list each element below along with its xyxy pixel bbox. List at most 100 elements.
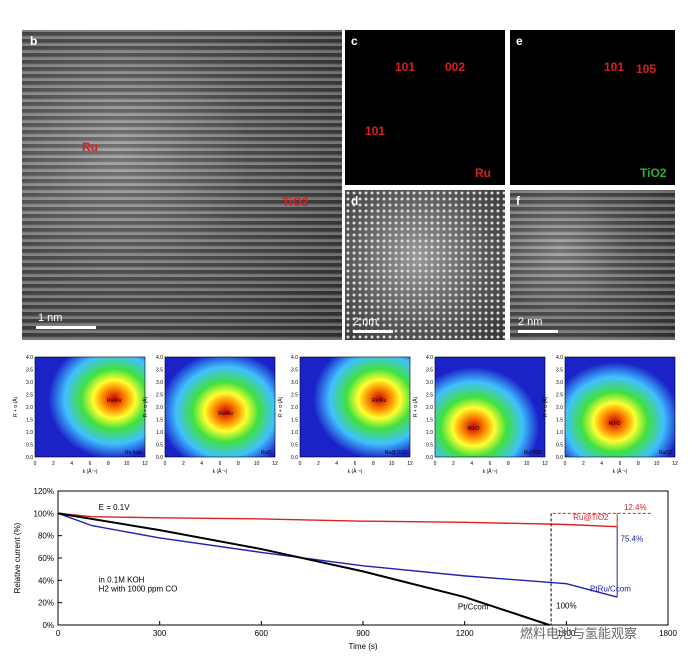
panel-f-tem: f 2 nm: [510, 190, 675, 340]
fft-spot-5: 105: [636, 62, 657, 76]
wt-peak-label: Ru-O: [468, 426, 480, 432]
y-tick-label: 60%: [38, 554, 54, 563]
panel-b-scale-text: 1 nm: [38, 312, 63, 324]
wt-frame: [34, 356, 146, 458]
wt-panel: Ru-Ru Ru@TiO2 0.0 0.5 1.0 1.5 2.0 2.5 3.0 3.5 4.0 0…: [277, 355, 413, 475]
wt-x-tick: 8: [107, 461, 110, 467]
wt-y-tick: 0.5: [26, 443, 33, 449]
wt-x-tick: 12: [407, 461, 413, 467]
wt-y-tick: 3.0: [26, 380, 33, 386]
wt-x-tick: 0: [434, 461, 437, 467]
wt-frame: [434, 356, 546, 458]
panel-c-letter: c: [351, 34, 358, 48]
wt-xlabel: k (Å⁻¹): [83, 468, 98, 475]
wt-y-tick: 2.5: [156, 393, 163, 399]
series-line: [57, 512, 550, 626]
wt-x-tick: 6: [354, 461, 357, 467]
wt-y-tick: 2.0: [556, 405, 563, 411]
wt-panel: Ru-O Ru/TiO2 0.0 0.5 1.0 1.5 2.0 2.5 3.0 3.5 4.0 0 2…: [412, 355, 548, 475]
wt-x-tick: 4: [200, 461, 203, 467]
series-label-ru: Ru@TiO2: [573, 513, 609, 522]
x-tick-label: 1200: [456, 629, 474, 638]
y-tick-label: 40%: [38, 576, 54, 585]
x-tick-label: 300: [153, 629, 167, 638]
wt-x-tick: 0: [34, 461, 37, 467]
wt-frame: [299, 356, 411, 458]
wavelet-transform-row: Ru-Ru Ru bulk 0.0 0.5 1.0 1.5 2.0 2.5 3.0 3.5 4.0 0…: [12, 355, 678, 475]
y-tick-label: 0%: [42, 621, 54, 630]
wt-frame: [564, 356, 676, 458]
wt-x-tick: 0: [164, 461, 167, 467]
panel-b-ru-label: Ru: [82, 140, 98, 154]
wt-x-tick: 2: [452, 461, 455, 467]
wt-x-tick: 0: [564, 461, 567, 467]
wt-y-tick: 0.5: [426, 443, 433, 449]
wt-x-tick: 6: [619, 461, 622, 467]
wt-x-tick: 4: [70, 461, 73, 467]
wt-x-tick: 8: [637, 461, 640, 467]
wt-sample-tag: RuO2: [659, 450, 672, 456]
wt-y-tick: 3.5: [556, 368, 563, 374]
series-label-ptru: PtRu/Ccom: [590, 585, 631, 594]
wt-y-tick: 2.0: [291, 405, 298, 411]
wt-y-tick: 2.0: [26, 405, 33, 411]
wt-y-tick: 1.5: [291, 418, 298, 424]
y-tick-label: 80%: [38, 532, 54, 541]
wt-y-tick: 3.5: [426, 368, 433, 374]
wt-peak-label: Ru-Ru: [372, 398, 387, 404]
wt-x-tick: 2: [582, 461, 585, 467]
wt-x-tick: 0: [299, 461, 302, 467]
wt-xlabel: k (Å⁻¹): [213, 468, 228, 475]
wt-x-tick: 4: [335, 461, 338, 467]
wt-peak-label: Ru-Ru: [218, 411, 233, 417]
wt-y-tick: 1.0: [291, 430, 298, 436]
wt-x-tick: 8: [372, 461, 375, 467]
wt-map: [565, 357, 675, 457]
wt-x-tick: 4: [470, 461, 473, 467]
wt-x-tick: 2: [52, 461, 55, 467]
wt-peak-label: Ru-O: [609, 421, 621, 427]
wt-y-tick: 2.5: [556, 393, 563, 399]
x-tick-label: 1500: [557, 629, 575, 638]
wt-y-tick: 1.5: [556, 418, 563, 424]
panel-e-fft: e 101 105 TiO2: [510, 30, 675, 185]
series-line: [57, 512, 618, 528]
wt-y-tick: 0.5: [291, 443, 298, 449]
panel-d-scale-text: 2 nm: [353, 316, 378, 328]
fft-spot-1: 101: [395, 60, 416, 74]
wt-x-tick: 12: [272, 461, 278, 467]
wt-y-tick: 2.5: [26, 393, 33, 399]
y-tick-label: 100%: [34, 509, 54, 518]
ru-drop-label: 12.4%: [624, 503, 647, 512]
wt-y-tick: 2.0: [156, 405, 163, 411]
wt-y-tick: 1.0: [426, 430, 433, 436]
wt-x-tick: 8: [507, 461, 510, 467]
wt-y-tick: 3.5: [26, 368, 33, 374]
watermark: 燃料电池与氢能观察: [520, 626, 638, 641]
wt-x-tick: 6: [489, 461, 492, 467]
panel-d-tem: d 2 nm: [345, 190, 505, 340]
wt-y-tick: 1.0: [556, 430, 563, 436]
wt-sample-tag: Ru/C: [261, 450, 273, 456]
wt-y-tick: 1.0: [26, 430, 33, 436]
wt-y-tick: 1.5: [26, 418, 33, 424]
panel-e-letter: e: [516, 34, 523, 48]
wt-xlabel: k (Å⁻¹): [483, 468, 498, 475]
wt-y-tick: 0.0: [26, 455, 33, 461]
wt-y-tick: 0.5: [556, 443, 563, 449]
wt-peak-label: Ru-Ru: [107, 398, 122, 404]
wt-x-tick: 8: [237, 461, 240, 467]
wt-x-tick: 4: [600, 461, 603, 467]
wt-y-tick: 4.0: [156, 355, 163, 361]
fft-spot-4: 101: [604, 60, 625, 74]
panel-d-scale-bar: [353, 330, 393, 333]
wt-panel: Ru-Ru Ru/C 0.0 0.5 1.0 1.5 2.0 2.5 3.0 3.5 4.0 0 2 4 6…: [142, 355, 278, 475]
panel-b-tem: b Ru TiO2 1 nm: [22, 30, 342, 340]
wt-y-tick: 2.5: [291, 393, 298, 399]
wt-ylabel: R + α (Å): [12, 397, 19, 418]
fft-spot-3: 101: [365, 124, 386, 138]
wt-y-tick: 4.0: [556, 355, 563, 361]
wt-x-tick: 6: [89, 461, 92, 467]
x-tick-label: 1800: [659, 629, 677, 638]
x-tick-label: 0: [56, 629, 61, 638]
